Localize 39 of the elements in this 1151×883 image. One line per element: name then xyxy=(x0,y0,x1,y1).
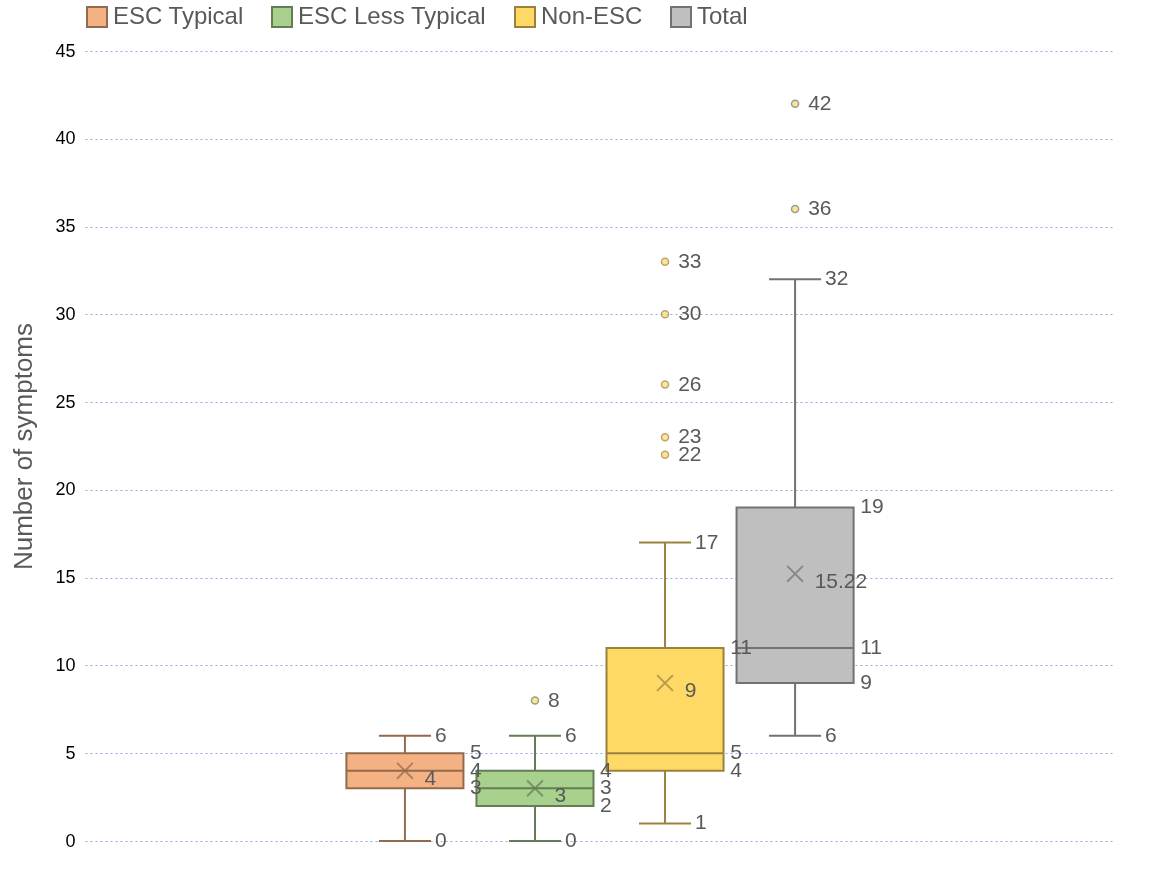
annotation: 17 xyxy=(695,529,719,553)
y-axis-title: Number of symptoms xyxy=(8,322,39,571)
annotation: 0 xyxy=(434,828,447,851)
annotation: 6 xyxy=(825,722,837,746)
y-tick-label: 25 xyxy=(55,391,76,412)
y-tick-label: 5 xyxy=(65,742,76,763)
annotation: 36 xyxy=(808,196,832,219)
annotation: 19 xyxy=(860,494,884,518)
annotation: 6 xyxy=(434,722,447,746)
annotation: 0 xyxy=(564,828,577,851)
y-tick-label: 45 xyxy=(55,40,76,61)
annotation: 33 xyxy=(678,248,702,272)
annotation: 9 xyxy=(860,670,872,693)
annotation: 23 xyxy=(678,424,702,448)
annotation: 1 xyxy=(695,810,707,834)
annotation: 26 xyxy=(678,371,702,395)
y-tick-label: 35 xyxy=(55,216,76,237)
annotation: 4 xyxy=(600,757,613,781)
annotation: 11 xyxy=(860,634,883,658)
annotation: 6 xyxy=(564,722,577,746)
y-tick-label: 30 xyxy=(55,303,76,324)
y-tick-label: 20 xyxy=(55,479,76,500)
y-tick-label: 10 xyxy=(55,654,76,675)
annotation: 8 xyxy=(548,687,560,711)
y-tick-label: 15 xyxy=(55,567,76,588)
legend-label: Non-ESC xyxy=(541,2,643,29)
annotation: 4 xyxy=(424,765,437,789)
annotation: 3 xyxy=(554,783,567,807)
y-tick-label: 0 xyxy=(65,830,76,851)
legend-label: Total xyxy=(697,2,748,29)
annotation: 42 xyxy=(808,90,832,114)
annotation: 9 xyxy=(684,678,697,701)
legend-label: ESC Less Typical xyxy=(298,2,486,29)
legend-label: ESC Typical xyxy=(113,2,244,29)
y-tick-label: 40 xyxy=(55,128,76,149)
annotation: 32 xyxy=(825,266,849,290)
annotation: 5 xyxy=(470,740,482,764)
annotation: 30 xyxy=(678,301,702,325)
annotation: 5 xyxy=(730,740,742,764)
